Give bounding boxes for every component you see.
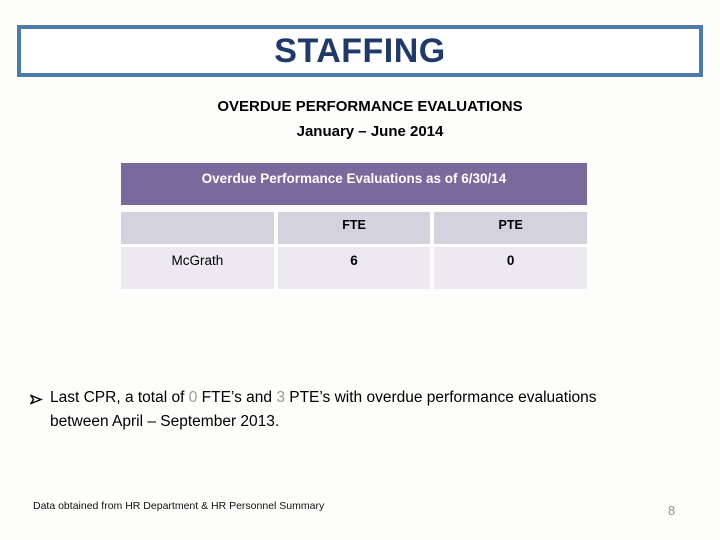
page-number: 8 (668, 503, 676, 518)
page-title: STAFFING (274, 31, 446, 70)
pte-value: 0 (434, 247, 588, 289)
table-row: McGrath 6 0 (121, 247, 588, 289)
subtitle-line-1: OVERDUE PERFORMANCE EVALUATIONS (217, 98, 523, 115)
summary-bullet: Last CPR, a total of 0 FTE’s and 3 PTE’s… (29, 386, 670, 434)
bullet-text: Last CPR, a total of 0 FTE’s and 3 PTE’s… (50, 386, 597, 434)
fte-value: 6 (277, 247, 431, 289)
table-header-row: FTE PTE (121, 212, 588, 244)
overdue-evaluations-table: Overdue Performance Evaluations as of 6/… (121, 163, 588, 289)
arrowhead-bullet-icon (29, 386, 43, 434)
column-header-blank (121, 212, 274, 244)
bullet-segment: FTE’s and (197, 389, 277, 406)
title-banner: STAFFING (17, 25, 703, 77)
bullet-line-2: between April – September 2013. (50, 413, 280, 430)
subtitle-line-2: January – June 2014 (296, 123, 444, 140)
data-source-note: Data obtained from HR Department & HR Pe… (33, 500, 325, 512)
row-label: McGrath (121, 247, 274, 289)
column-header-pte: PTE (434, 212, 588, 244)
column-header-fte: FTE (277, 212, 431, 244)
table-spacer (121, 205, 587, 212)
pte-count: 3 (276, 389, 285, 406)
bullet-segment: Last CPR, a total of (50, 389, 189, 406)
fte-count: 0 (188, 389, 198, 406)
bullet-segment: PTE’s with overdue performance evaluatio… (284, 389, 597, 406)
slide-subtitle: OVERDUE PERFORMANCE EVALUATIONS January … (0, 94, 720, 144)
table-title: Overdue Performance Evaluations as of 6/… (121, 163, 587, 205)
